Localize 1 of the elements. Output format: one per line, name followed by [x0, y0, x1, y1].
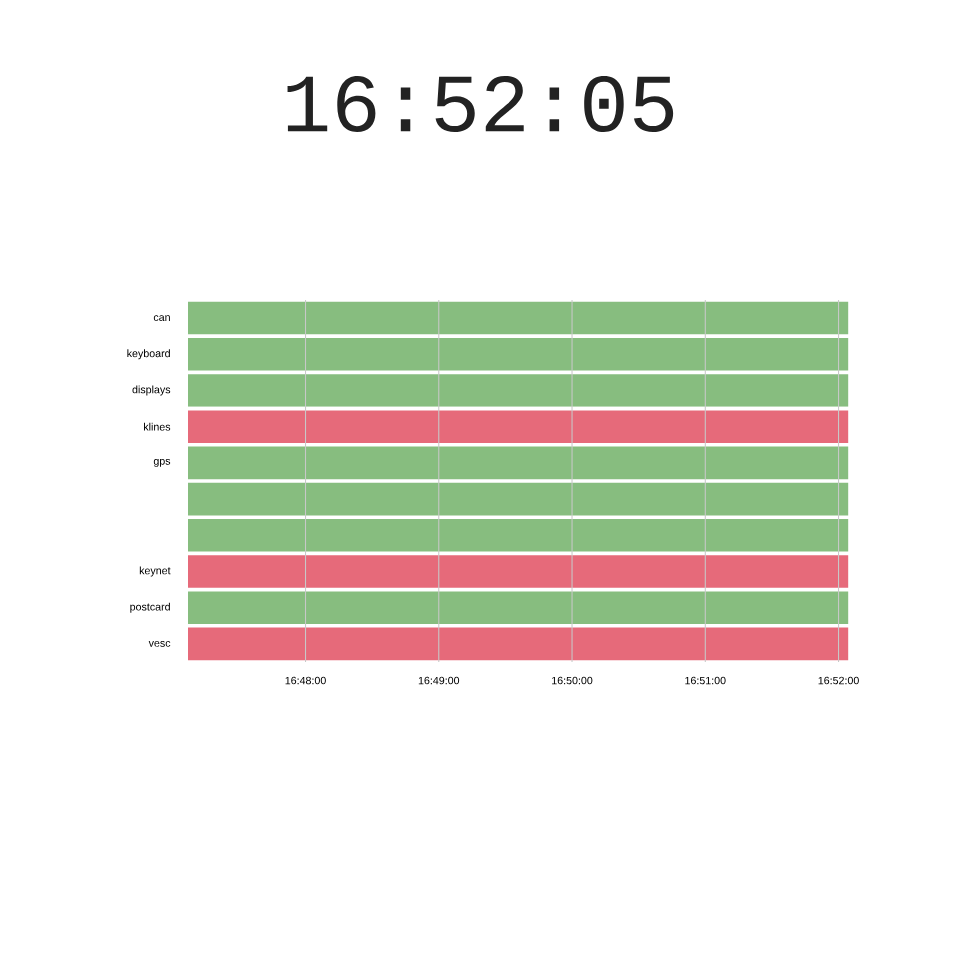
- chart-title: 16:52:05: [287, 75, 674, 133]
